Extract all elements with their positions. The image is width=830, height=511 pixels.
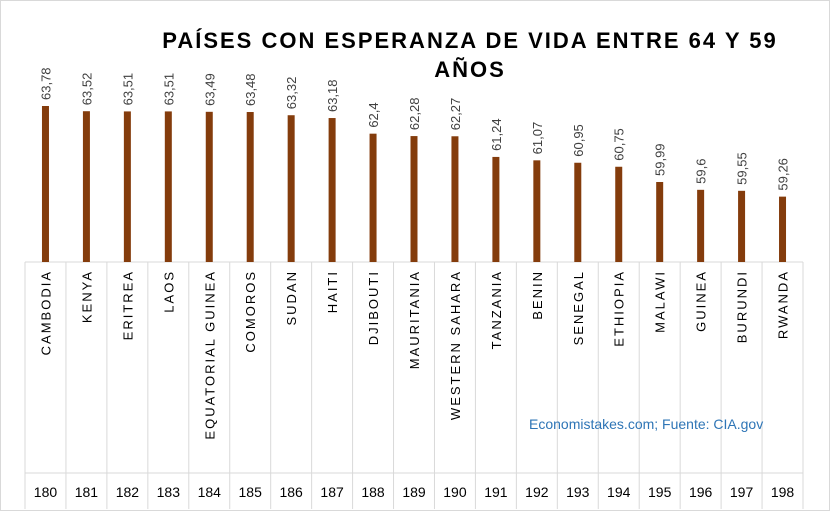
bar	[369, 133, 377, 262]
bar	[574, 162, 582, 262]
rank-label: 193	[566, 484, 590, 500]
data-label: 63,51	[120, 73, 135, 106]
data-label: 62,4	[366, 102, 381, 127]
category-tick-label: GUINEA	[694, 270, 709, 332]
data-label: 62,27	[448, 98, 463, 131]
category-tick-label: TANZANIA	[489, 270, 504, 349]
rank-label: 185	[239, 484, 263, 500]
bar	[205, 111, 213, 262]
bar	[410, 136, 418, 262]
chart-title: PAÍSES CON ESPERANZA DE VIDA ENTRE 64 Y …	[162, 28, 778, 82]
data-label: 61,24	[489, 118, 504, 151]
bar	[82, 111, 90, 262]
data-label: 59,55	[735, 152, 750, 185]
data-label: 59,6	[694, 159, 709, 184]
category-tick-label: HAITI	[325, 270, 340, 313]
category-tick-label: SENEGAL	[571, 270, 586, 345]
data-label: 63,32	[284, 77, 299, 110]
rank-label: 197	[730, 484, 754, 500]
category-tick-label: RWANDA	[776, 270, 791, 339]
bar	[328, 118, 336, 262]
category-tick-label: LAOS	[161, 270, 176, 313]
bar	[656, 181, 664, 262]
data-label: 63,52	[79, 73, 94, 106]
rank-label: 198	[771, 484, 795, 500]
rank-label: 191	[484, 484, 508, 500]
data-label: 60,95	[571, 124, 586, 157]
category-tick-label: EQUATORIAL GUINEA	[202, 270, 217, 440]
rank-label: 195	[648, 484, 672, 500]
bar	[492, 156, 500, 262]
bar	[533, 160, 541, 262]
rank-label: 194	[607, 484, 631, 500]
category-tick-label: BURUNDI	[735, 270, 750, 343]
category-tick-label: ETHIOPIA	[612, 270, 627, 347]
category-tick-label: MAURITANIA	[407, 270, 422, 369]
category-tick-label: DJIBOUTI	[366, 270, 381, 345]
rank-label: 190	[443, 484, 467, 500]
bar	[41, 106, 49, 262]
data-label: 61,07	[530, 122, 545, 155]
category-tick-label: MALAWI	[653, 270, 668, 333]
bar	[697, 189, 705, 262]
rank-label: 180	[34, 484, 58, 500]
rank-label: 187	[320, 484, 344, 500]
category-tick-label: ERITREA	[120, 270, 135, 340]
category-tick-label: BENIN	[530, 270, 545, 320]
bar	[164, 111, 172, 262]
bar	[779, 196, 787, 262]
data-label: 60,75	[612, 128, 627, 161]
bar	[615, 166, 623, 262]
category-tick-label: CAMBODIA	[38, 270, 53, 355]
data-label: 63,78	[38, 67, 53, 100]
category-tick-label: COMOROS	[243, 270, 258, 353]
rank-label: 192	[525, 484, 549, 500]
data-label: 63,49	[202, 73, 217, 106]
category-tick-label: WESTERN SAHARA	[448, 270, 463, 420]
data-label: 63,48	[243, 73, 258, 106]
category-tick-label: SUDAN	[284, 270, 299, 326]
category-tick-label: KENYA	[79, 270, 94, 323]
rank-label: 188	[361, 484, 385, 500]
bar	[287, 115, 295, 262]
data-label: 62,28	[407, 98, 422, 131]
source-note: Economistakes.com; Fuente: CIA.gov	[529, 416, 764, 432]
bar	[246, 112, 254, 262]
rank-label: 189	[402, 484, 426, 500]
bar	[451, 136, 459, 262]
data-label: 59,99	[653, 143, 668, 176]
rank-label: 196	[689, 484, 713, 500]
rank-label: 184	[198, 484, 222, 500]
rank-label: 186	[279, 484, 303, 500]
rank-label: 181	[75, 484, 99, 500]
rank-label: 182	[116, 484, 140, 500]
data-label: 59,26	[776, 158, 791, 191]
data-label: 63,18	[325, 79, 340, 112]
data-label: 63,51	[161, 73, 176, 106]
bar	[123, 111, 131, 262]
bar	[738, 190, 746, 262]
rank-label: 183	[157, 484, 181, 500]
